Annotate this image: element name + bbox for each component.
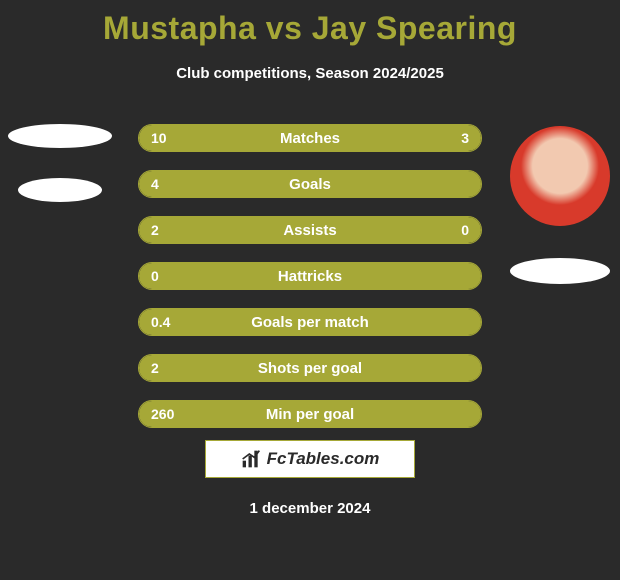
stat-label: Shots per goal	[139, 355, 481, 381]
stat-row: 2Assists0	[138, 216, 482, 244]
page-title: Mustapha vs Jay Spearing	[0, 0, 620, 47]
stat-value-right: 3	[461, 125, 469, 151]
chart-icon	[241, 449, 261, 469]
stat-row: 0.4Goals per match	[138, 308, 482, 336]
subtitle: Club competitions, Season 2024/2025	[0, 65, 620, 82]
stat-row: 4Goals	[138, 170, 482, 198]
stat-value-right: 0	[461, 217, 469, 243]
stat-label: Min per goal	[139, 401, 481, 427]
stat-label: Goals	[139, 171, 481, 197]
date-text: 1 december 2024	[0, 500, 620, 517]
logo-text: FcTables.com	[267, 449, 380, 469]
stat-label: Hattricks	[139, 263, 481, 289]
stat-row: 10Matches3	[138, 124, 482, 152]
fctables-logo[interactable]: FcTables.com	[205, 440, 415, 478]
stat-label: Goals per match	[139, 309, 481, 335]
player-left-avatar-placeholder-1	[8, 124, 112, 148]
player-left-avatar-placeholder-2	[18, 178, 102, 202]
stat-row: 0Hattricks	[138, 262, 482, 290]
stat-row: 2Shots per goal	[138, 354, 482, 382]
stat-label: Assists	[139, 217, 481, 243]
stats-bars: 10Matches34Goals2Assists00Hattricks0.4Go…	[138, 124, 482, 446]
stat-row: 260Min per goal	[138, 400, 482, 428]
stat-label: Matches	[139, 125, 481, 151]
player-right-avatar	[510, 126, 610, 226]
player-right-name-placeholder	[510, 258, 610, 284]
